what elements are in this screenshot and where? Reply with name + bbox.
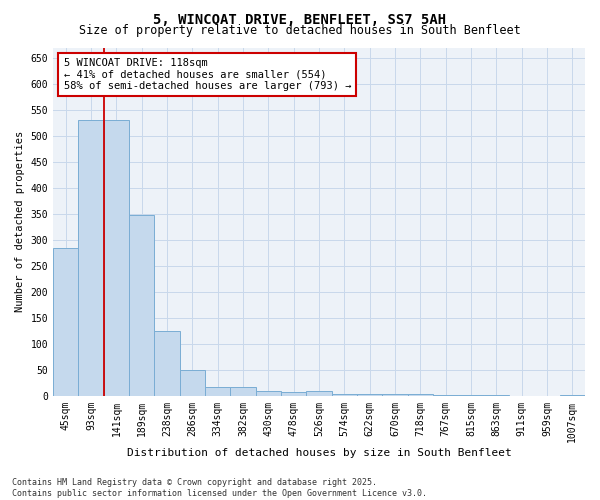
Bar [79,120,104,396]
Bar [307,392,332,396]
Bar [458,395,484,396]
Bar [230,386,256,396]
Bar [281,392,307,396]
Bar [332,394,357,396]
Bar [357,394,382,396]
Bar [205,386,230,396]
Bar [407,394,433,396]
Y-axis label: Number of detached properties: Number of detached properties [15,131,25,312]
Text: 5, WINCOAT DRIVE, BENFLEET, SS7 5AH: 5, WINCOAT DRIVE, BENFLEET, SS7 5AH [154,12,446,26]
Bar [129,215,154,396]
Bar [179,370,205,396]
Bar [256,391,281,396]
Bar [104,120,129,396]
Bar [560,395,585,396]
Bar [154,331,179,396]
Text: Size of property relative to detached houses in South Benfleet: Size of property relative to detached ho… [79,24,521,37]
Bar [53,248,79,396]
Bar [433,395,458,396]
Text: Contains HM Land Registry data © Crown copyright and database right 2025.
Contai: Contains HM Land Registry data © Crown c… [12,478,427,498]
Bar [382,394,407,396]
Text: 5 WINCOAT DRIVE: 118sqm
← 41% of detached houses are smaller (554)
58% of semi-d: 5 WINCOAT DRIVE: 118sqm ← 41% of detache… [64,58,351,91]
X-axis label: Distribution of detached houses by size in South Benfleet: Distribution of detached houses by size … [127,448,511,458]
